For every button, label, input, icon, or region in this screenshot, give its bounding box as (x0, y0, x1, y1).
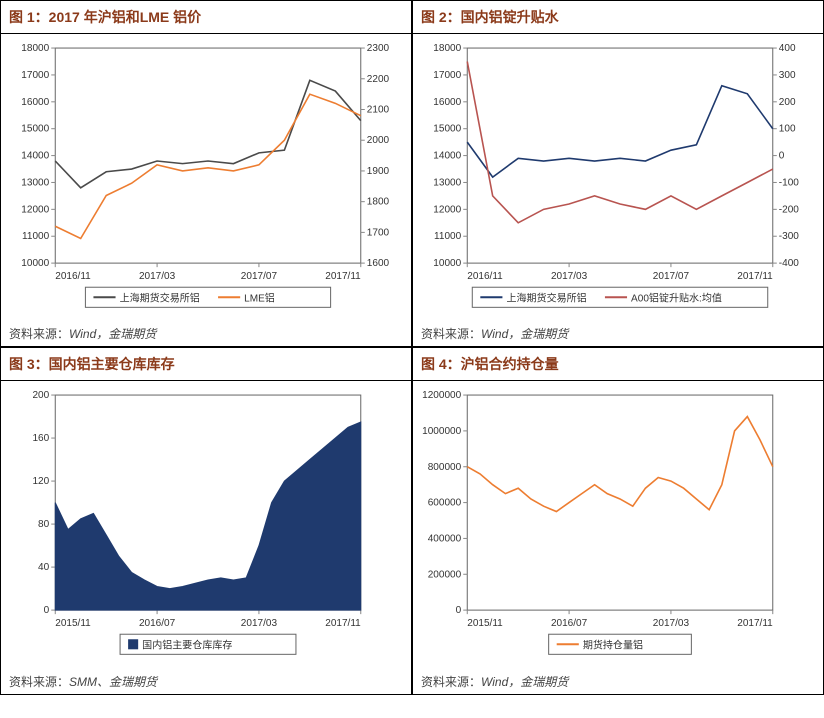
svg-text:-200: -200 (779, 204, 799, 215)
svg-text:上海期货交易所铝: 上海期货交易所铝 (120, 291, 200, 304)
svg-text:15000: 15000 (433, 124, 461, 135)
series-期货持仓量铝 (467, 417, 773, 512)
svg-text:600000: 600000 (428, 498, 462, 509)
chart3-svg: 0 40 80 120 160 200 2015/11 2016/07 2017/03 2017/… (5, 385, 407, 666)
svg-text:200: 200 (779, 97, 796, 108)
chart4-source: 资料来源：Wind，金瑞期货 (413, 669, 823, 694)
svg-text:14000: 14000 (21, 151, 49, 162)
svg-text:17000: 17000 (433, 70, 461, 81)
svg-text:10000: 10000 (21, 258, 49, 269)
chart3-chart: 0 40 80 120 160 200 2015/11 2016/07 2017/03 2017/… (1, 381, 411, 668)
chart2-title: 图 2：国内铝锭升贴水 (413, 1, 823, 34)
svg-text:1900: 1900 (367, 166, 390, 177)
svg-text:2016/11: 2016/11 (55, 271, 91, 282)
svg-text:A00铝锭升贴水:均值: A00铝锭升贴水:均值 (631, 291, 722, 304)
chart1-source: 资料来源：Wind，金瑞期货 (1, 321, 411, 346)
svg-text:-100: -100 (779, 177, 799, 188)
svg-text:1700: 1700 (367, 227, 390, 238)
series-国内铝主要仓库库存 (55, 422, 361, 610)
chart3-title: 图 3：国内铝主要仓库库存 (1, 348, 411, 381)
svg-text:0: 0 (779, 151, 785, 162)
svg-text:2100: 2100 (367, 105, 390, 116)
svg-text:11000: 11000 (22, 231, 50, 242)
svg-text:1000000: 1000000 (422, 426, 461, 437)
svg-text:12000: 12000 (21, 204, 49, 215)
svg-text:上海期货交易所铝: 上海期货交易所铝 (506, 291, 586, 304)
svg-text:0: 0 (44, 606, 50, 617)
svg-text:13000: 13000 (21, 177, 49, 188)
svg-text:16000: 16000 (21, 97, 49, 108)
chart4-panel: 图 4：沪铝合约持仓量 0 200000 400000 600000 800000 100… (412, 347, 824, 694)
svg-text:2017/07: 2017/07 (653, 271, 690, 282)
svg-text:2017/03: 2017/03 (653, 619, 690, 630)
series-LME铝 (55, 94, 361, 238)
svg-text:400: 400 (779, 43, 796, 54)
chart1-chart: 10000 11000 12000 13000 14000 15000 16000 17000… (1, 34, 411, 321)
svg-text:11000: 11000 (434, 231, 462, 242)
svg-text:800000: 800000 (428, 462, 462, 473)
svg-text:2017/11: 2017/11 (737, 619, 773, 630)
svg-text:12000: 12000 (433, 204, 461, 215)
svg-text:-300: -300 (779, 231, 799, 242)
svg-text:2016/11: 2016/11 (467, 271, 503, 282)
chart2-panel: 图 2：国内铝锭升贴水 10000 11000 12000 13000 14000 150… (412, 0, 824, 347)
svg-text:40: 40 (38, 563, 50, 574)
chart1-panel: 图 1：2017 年沪铝和LME 铝价 10000 11000 12000 13000… (0, 0, 412, 347)
chart2-source: 资料来源：Wind，金瑞期货 (413, 321, 823, 346)
svg-text:2017/11: 2017/11 (325, 271, 361, 282)
svg-text:300: 300 (779, 70, 796, 81)
svg-text:2017/03: 2017/03 (241, 619, 278, 630)
chart2-svg: 10000 11000 12000 13000 14000 15000 16000 17000… (417, 38, 819, 319)
svg-text:1600: 1600 (367, 258, 390, 269)
svg-text:10000: 10000 (433, 258, 461, 269)
svg-text:1200000: 1200000 (422, 390, 461, 401)
svg-text:400000: 400000 (428, 534, 462, 545)
svg-text:2015/11: 2015/11 (55, 619, 91, 630)
svg-text:2200: 2200 (367, 74, 390, 85)
svg-text:18000: 18000 (21, 43, 49, 54)
svg-text:2017/11: 2017/11 (737, 271, 773, 282)
chart3-panel: 图 3：国内铝主要仓库库存 0 40 80 120 160 200 2015/11 2016/… (0, 347, 412, 694)
series-上海期货交易所铝 (467, 86, 773, 177)
series-A00铝锭升贴水:均值 (467, 62, 773, 223)
svg-text:200000: 200000 (428, 570, 462, 581)
svg-text:国内铝主要仓库库存: 国内铝主要仓库库存 (142, 639, 232, 652)
svg-text:1800: 1800 (367, 197, 390, 208)
chart4-title: 图 4：沪铝合约持仓量 (413, 348, 823, 381)
svg-text:2000: 2000 (367, 135, 390, 146)
svg-text:2017/11: 2017/11 (325, 619, 361, 630)
chart3-source: 资料来源：SMM、金瑞期货 (1, 669, 411, 694)
svg-text:2017/03: 2017/03 (551, 271, 588, 282)
svg-text:200: 200 (32, 390, 49, 401)
svg-text:2017/07: 2017/07 (241, 271, 278, 282)
svg-text:160: 160 (32, 433, 49, 444)
chart1-svg: 10000 11000 12000 13000 14000 15000 16000 17000… (5, 38, 407, 319)
svg-text:18000: 18000 (433, 43, 461, 54)
svg-text:期货持仓量铝: 期货持仓量铝 (583, 639, 643, 652)
chart4-svg: 0 200000 400000 600000 800000 1000000 1200000 2… (417, 385, 819, 666)
svg-text:16000: 16000 (433, 97, 461, 108)
svg-text:LME铝: LME铝 (244, 292, 275, 304)
svg-text:2016/07: 2016/07 (551, 619, 588, 630)
svg-text:17000: 17000 (21, 70, 49, 81)
svg-text:2015/11: 2015/11 (467, 619, 503, 630)
svg-text:13000: 13000 (433, 177, 461, 188)
svg-text:2016/07: 2016/07 (139, 619, 176, 630)
chart1-title: 图 1：2017 年沪铝和LME 铝价 (1, 1, 411, 34)
svg-text:2017/03: 2017/03 (139, 271, 176, 282)
svg-text:80: 80 (38, 519, 50, 530)
chart4-chart: 0 200000 400000 600000 800000 1000000 1200000 2… (413, 381, 823, 668)
svg-text:0: 0 (456, 606, 462, 617)
svg-text:14000: 14000 (433, 151, 461, 162)
svg-text:-400: -400 (779, 258, 799, 269)
svg-text:100: 100 (779, 124, 796, 135)
svg-text:2300: 2300 (367, 43, 390, 54)
chart2-chart: 10000 11000 12000 13000 14000 15000 16000 17000… (413, 34, 823, 321)
svg-text:15000: 15000 (21, 124, 49, 135)
svg-text:120: 120 (32, 476, 49, 487)
